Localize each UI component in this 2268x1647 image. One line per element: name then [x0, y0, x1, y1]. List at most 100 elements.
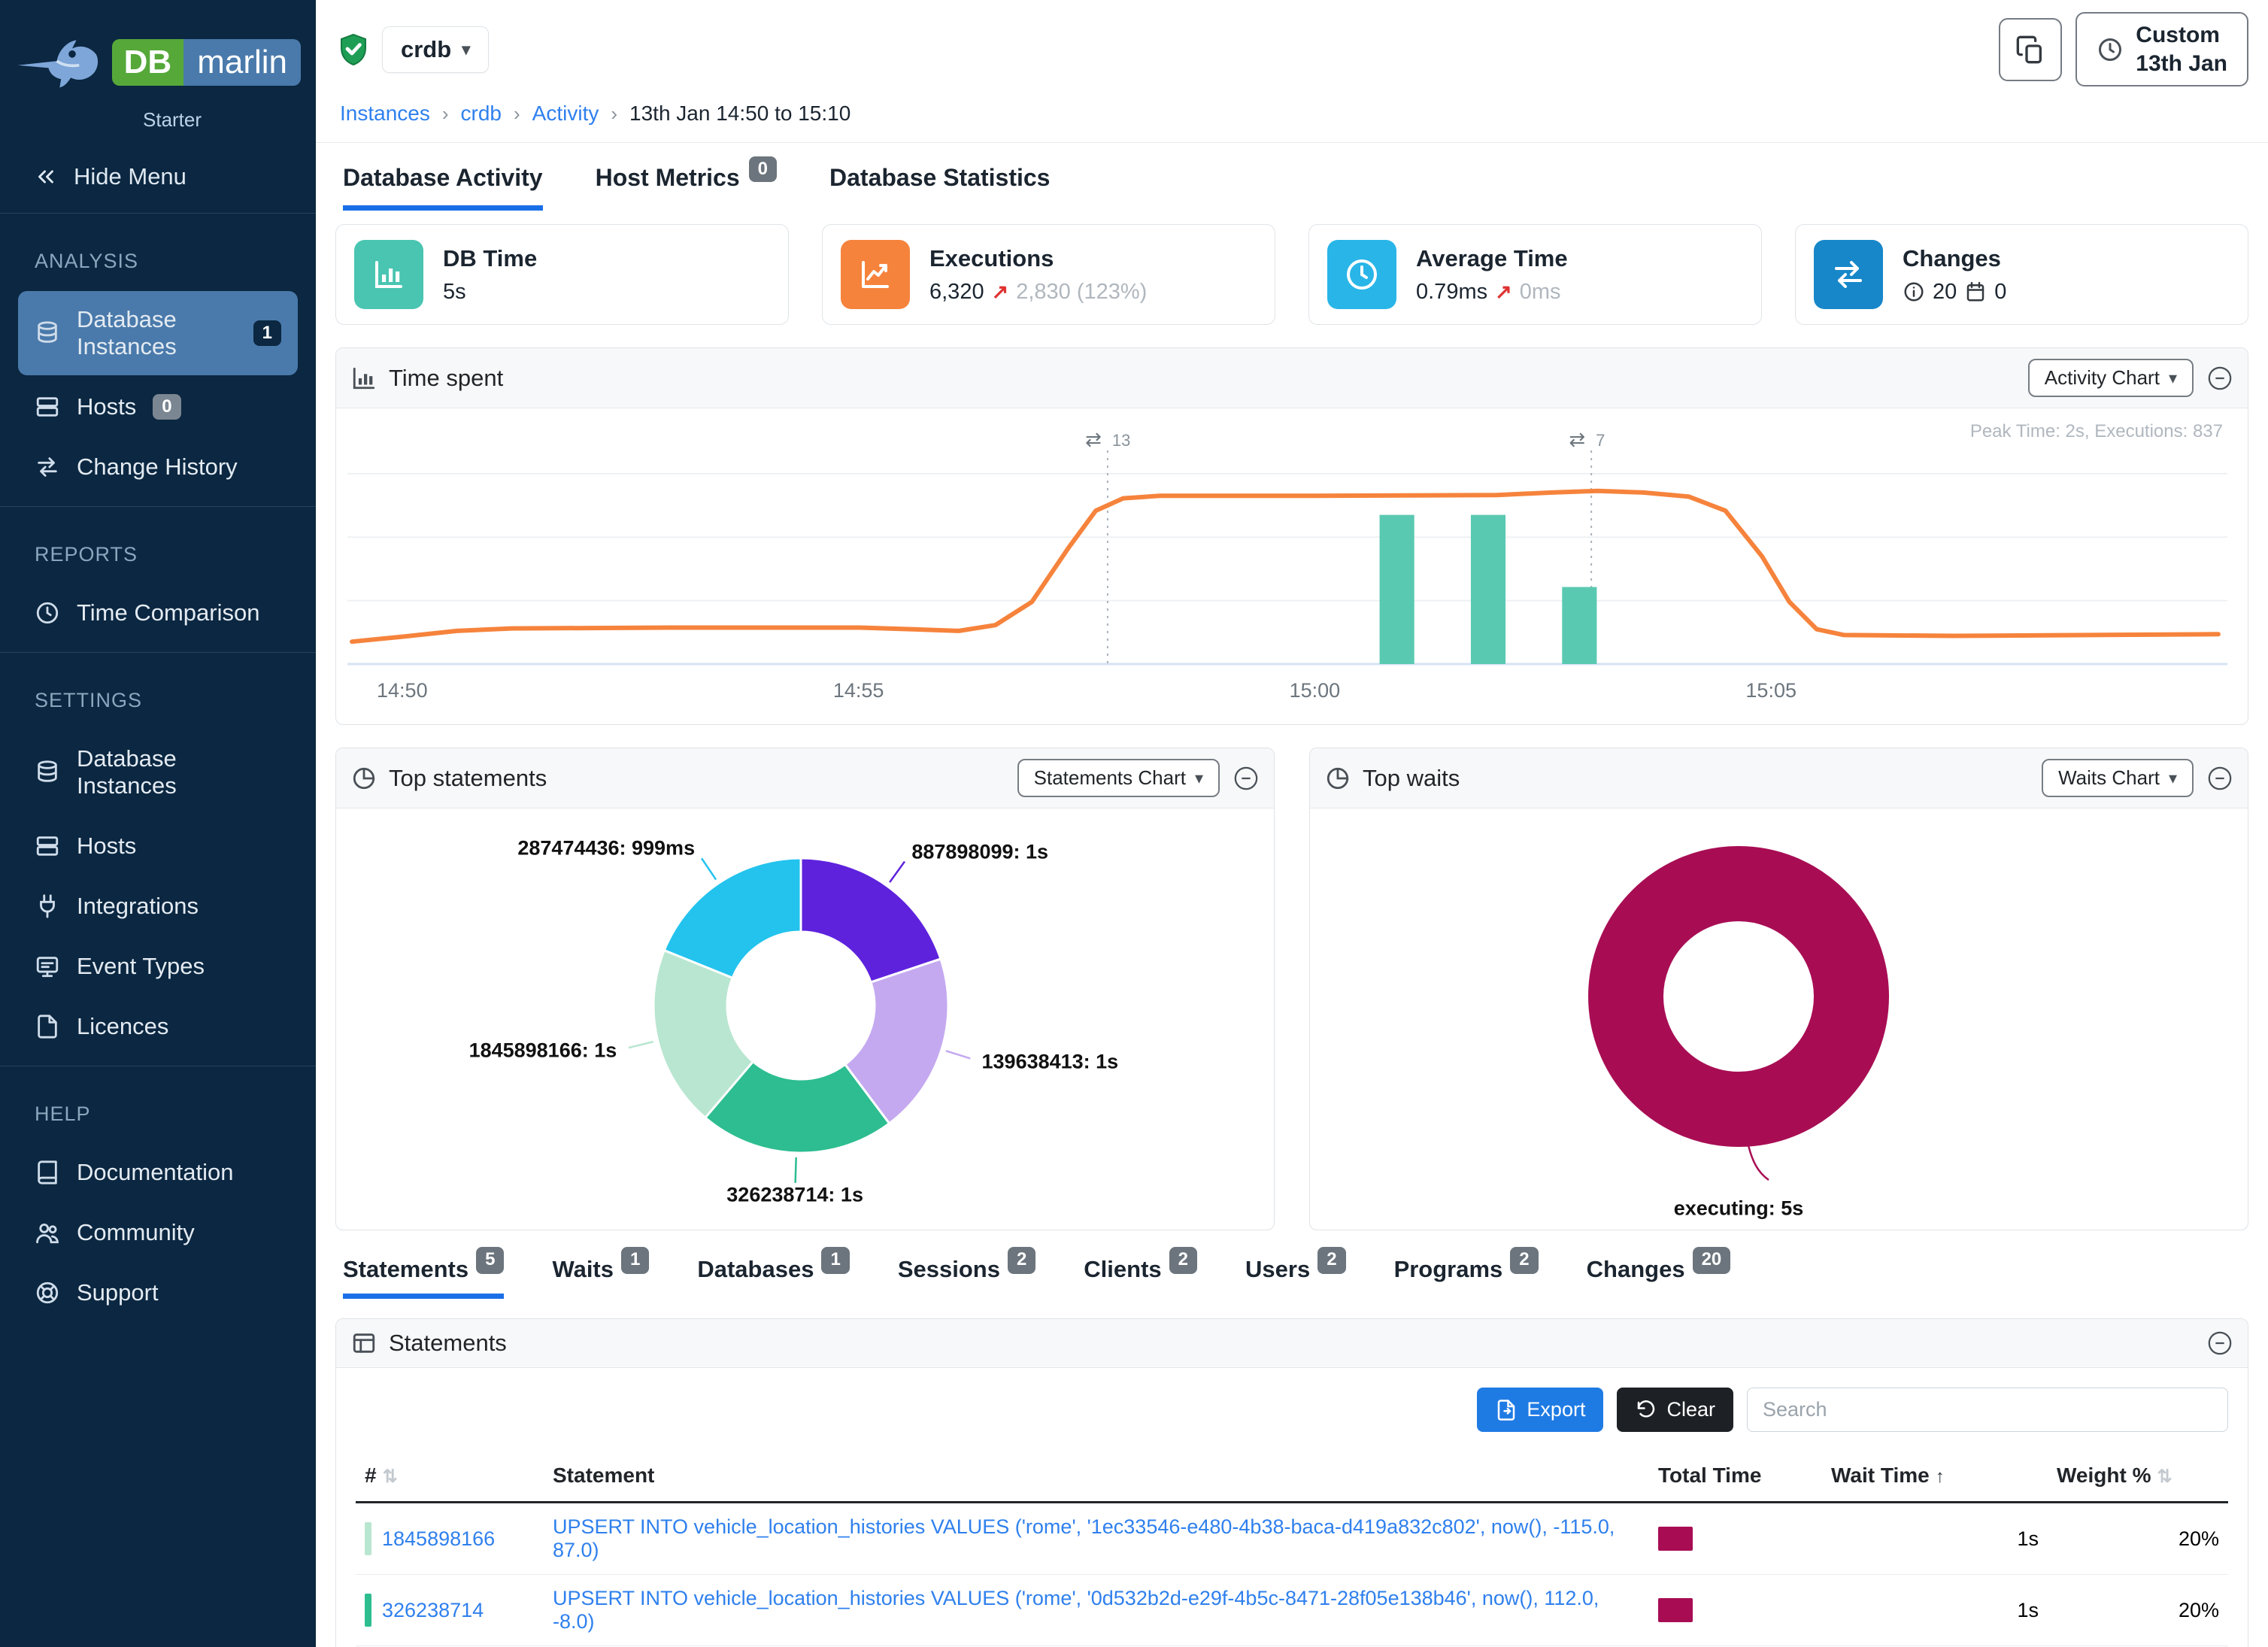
breadcrumb-link[interactable]: Instances: [340, 102, 430, 125]
sidebar-sections: ANALYSIS Database Instances 1 Hosts 0 Change …: [0, 214, 316, 1332]
people-icon: [35, 1220, 60, 1245]
subtab-label: Changes: [1586, 1256, 1685, 1282]
sidebar-item-database-instances[interactable]: Database Instances 1: [18, 291, 298, 375]
sidebar-item-event-types[interactable]: Event Types: [18, 938, 298, 995]
statement-link[interactable]: UPSERT INTO vehicle_location_histories V…: [553, 1515, 1615, 1561]
instance-selector[interactable]: crdb ▾: [382, 26, 490, 73]
stat-card-title: DB Time: [443, 244, 538, 271]
total-time-cell: [1649, 1574, 1822, 1646]
tab-badge: 0: [748, 156, 777, 182]
sidebar-item-support[interactable]: Support: [18, 1264, 298, 1321]
breadcrumb-current: 13th Jan 14:50 to 15:10: [629, 102, 851, 125]
svg-text:7: 7: [1596, 431, 1605, 450]
plug-icon: [35, 893, 60, 919]
breadcrumb-link[interactable]: Activity: [532, 102, 599, 125]
waits-chart-select[interactable]: Waits Chart ▾: [2042, 759, 2194, 797]
collapse-panel-icon[interactable]: [2207, 766, 2233, 791]
activity-chart-select[interactable]: Activity Chart ▾: [2027, 359, 2194, 397]
statement-link[interactable]: UPSERT INTO vehicle_location_histories V…: [553, 1587, 1599, 1633]
time-range-button[interactable]: Custom 13th Jan: [2075, 12, 2248, 86]
table-row: 1845898166 UPSERT INTO vehicle_location_h…: [356, 1502, 2228, 1575]
sidebar-item-hosts[interactable]: Hosts: [18, 817, 298, 875]
subtab-users[interactable]: Users 2: [1245, 1247, 1346, 1299]
instance-name: crdb: [401, 35, 452, 62]
subtab-databases[interactable]: Databases 1: [697, 1247, 850, 1299]
clear-button[interactable]: Clear: [1617, 1388, 1733, 1432]
tab-database-statistics[interactable]: Database Statistics: [829, 164, 1050, 211]
sort-icon: ↑: [1935, 1467, 1945, 1487]
subtab-label: Clients: [1084, 1256, 1162, 1282]
statements-chart-select[interactable]: Statements Chart ▾: [1017, 759, 1220, 797]
sidebar-item-label: Database Instances: [77, 745, 177, 799]
subtab-label: Users: [1245, 1256, 1311, 1282]
brand-edition: Starter: [143, 108, 202, 131]
activity-chart-select-label: Activity Chart: [2044, 366, 2160, 389]
subtab-sessions[interactable]: Sessions 2: [898, 1247, 1036, 1299]
sidebar-item-licences[interactable]: Licences: [18, 998, 298, 1055]
sidebar-item-time-comparison[interactable]: Time Comparison: [18, 584, 298, 642]
clock-icon: [35, 600, 60, 626]
donut-slice-label-executing: executing: 5s: [1673, 1197, 1804, 1220]
sidebar-item-label: Hosts: [77, 833, 137, 859]
column-header-weight[interactable]: Weight % ⇅: [2048, 1450, 2228, 1503]
sidebar-item-database-instances[interactable]: Database Instances: [18, 730, 298, 814]
tab-host-metrics[interactable]: Host Metrics 0: [596, 156, 777, 211]
export-button[interactable]: Export: [1477, 1388, 1604, 1432]
bar-chart-icon: [371, 256, 407, 293]
subtab-changes[interactable]: Changes 20: [1586, 1247, 1731, 1299]
tab-database-activity[interactable]: Database Activity: [343, 164, 543, 211]
time-range-line2: 13th Jan: [2136, 50, 2227, 76]
collapse-panel-icon[interactable]: [1233, 766, 1259, 791]
sidebar-section-title: ANALYSIS: [35, 250, 139, 272]
sidebar-item-label: Time Comparison: [77, 599, 260, 626]
column-header-totaltime[interactable]: Total Time: [1649, 1450, 1822, 1503]
brand-marlin: marlin: [183, 39, 301, 86]
column-header-statement[interactable]: Statement: [544, 1450, 1649, 1503]
activity-chart[interactable]: 14:50 14:55 15:00 15:05 ⇄ 13 ⇄ 7 Peak Time: 2s, …: [336, 408, 2248, 724]
main-area: crdb ▾ Custom 13th Jan Instances › crdb › Ac…: [316, 0, 2268, 1647]
subtab-clients[interactable]: Clients 2: [1084, 1247, 1198, 1299]
column-header-[interactable]: # ⇅: [356, 1450, 544, 1503]
column-header-label: Wait Time: [1831, 1463, 1930, 1487]
collapse-panel-icon[interactable]: [2207, 365, 2233, 391]
top-waits-donut[interactable]: executing: 5s: [1310, 808, 2248, 1230]
sidebar-item-integrations[interactable]: Integrations: [18, 878, 298, 935]
donut-slice-label-1845898166: 1845898166: 1s: [468, 1039, 617, 1062]
copy-link-button[interactable]: [1999, 17, 2063, 81]
subtab-waits[interactable]: Waits 1: [552, 1247, 650, 1299]
subtab-statements[interactable]: Statements 5: [343, 1247, 505, 1299]
subtab-label: Waits: [552, 1256, 614, 1282]
svg-text:Peak Time: 2s, Executions: 837: Peak Time: 2s, Executions: 837: [1970, 421, 2223, 441]
sidebar-item-label: Licences: [77, 1013, 169, 1039]
weight-cell: 20%: [2048, 1645, 2228, 1647]
statement-id-link[interactable]: 326238714: [382, 1598, 484, 1621]
statement-id-link[interactable]: 1845898166: [382, 1527, 496, 1550]
sidebar-item-badge: 1: [253, 320, 281, 346]
sidebar-item-community[interactable]: Community: [18, 1204, 298, 1261]
breadcrumb-link[interactable]: crdb: [460, 102, 502, 125]
column-header-label: Statement: [553, 1463, 655, 1487]
subtab-label: Programs: [1393, 1256, 1503, 1282]
search-input[interactable]: [1747, 1388, 2228, 1432]
sidebar-item-change-history[interactable]: Change History: [18, 438, 298, 496]
chevron-down-icon: ▾: [2168, 368, 2177, 387]
sort-icon: ⇅: [382, 1467, 398, 1487]
marlin-fish-icon: [15, 21, 105, 104]
subtab-badge: 1: [821, 1247, 850, 1274]
column-header-waittime[interactable]: Wait Time ↑: [1822, 1450, 2048, 1503]
top-statements-donut[interactable]: 887898099: 1s 139638413: 1s 326238714: 1s 1…: [336, 808, 1274, 1230]
chevron-down-icon: ▾: [1194, 768, 1203, 787]
sidebar-section: HELP Documentation Community Support: [0, 1066, 316, 1332]
collapse-panel-icon[interactable]: [2207, 1330, 2233, 1356]
sidebar-item-hosts[interactable]: Hosts 0: [18, 378, 298, 435]
hide-menu-button[interactable]: Hide Menu: [0, 145, 316, 214]
trend-up-icon: [857, 256, 893, 293]
sidebar-item-label: Event Types: [77, 953, 205, 979]
stat-card-value: 5s: [443, 280, 537, 305]
info-icon: [1903, 281, 1925, 303]
sidebar-item-documentation[interactable]: Documentation: [18, 1144, 298, 1201]
sidebar-section: ANALYSIS Database Instances 1 Hosts 0 Change …: [0, 214, 316, 506]
delta-up-icon: ↗: [991, 280, 1009, 303]
subtab-programs[interactable]: Programs 2: [1393, 1247, 1539, 1299]
sidebar-section: SETTINGS Database Instances Hosts Integrati…: [0, 652, 316, 1066]
